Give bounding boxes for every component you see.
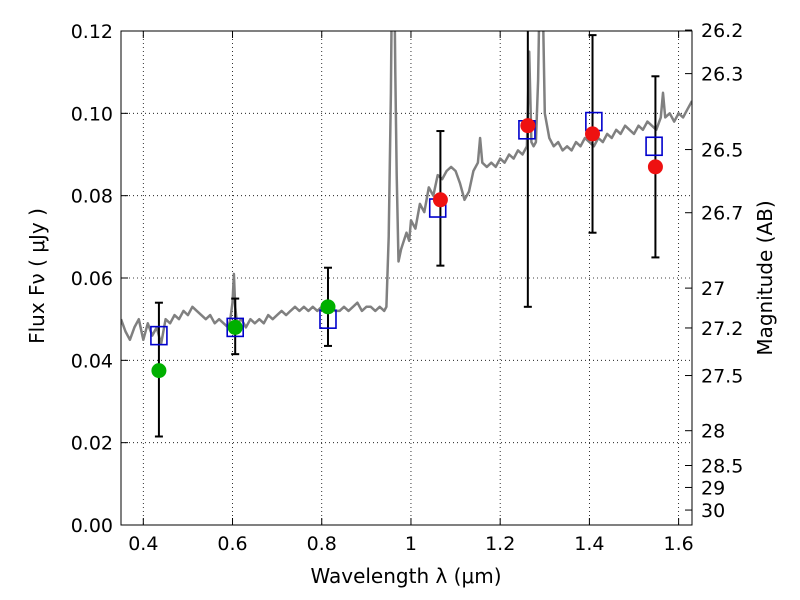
observed-photometry-point — [647, 159, 663, 175]
magnitude-tick-label: 28 — [701, 421, 725, 443]
model-spectrum-line — [121, 31, 692, 346]
plot-frame — [120, 30, 693, 526]
observed-photometry-point — [320, 299, 336, 315]
y-tick-label: 0.08 — [71, 186, 113, 208]
x-tick-label: 0.6 — [217, 533, 247, 555]
magnitude-tick-label: 29 — [701, 477, 725, 499]
model-photometry-box — [226, 317, 244, 338]
magnitude-tick-label: 28.5 — [701, 455, 743, 477]
model-photometry-markers — [150, 111, 663, 346]
y-tick-label: 0.00 — [71, 515, 113, 537]
magnitude-tick-label: 26.2 — [701, 20, 743, 42]
observed-photometry-point — [432, 192, 448, 208]
magnitude-tick-label: 30 — [701, 500, 725, 522]
x-tick-label: 0.4 — [128, 533, 158, 555]
x-tick-label: 1.6 — [664, 533, 694, 555]
y-tick-label: 0.02 — [71, 433, 113, 455]
x-axis-ticks: 0.4 0.6 0.8 1 1.2 1.4 1.6 — [128, 31, 694, 555]
observed-photometry-markers — [151, 118, 663, 379]
magnitude-tick-label: 27.5 — [701, 366, 743, 388]
y-tick-label: 0.12 — [71, 21, 113, 43]
y-axis-ticks: 0.00 0.02 0.04 0.06 0.08 0.10 0.12 — [71, 21, 128, 537]
observed-photometry-point — [520, 118, 536, 134]
x-tick-label: 0.8 — [307, 533, 337, 555]
y-tick-label: 0.10 — [71, 103, 113, 125]
magnitude-axis-label: Magnitude (AB) — [753, 200, 777, 355]
x-tick-label: 1.2 — [485, 533, 515, 555]
observed-photometry-point — [227, 319, 243, 335]
magnitude-tick-label: 27.2 — [701, 318, 743, 340]
y-tick-label: 0.06 — [71, 268, 113, 290]
model-photometry-box — [645, 136, 663, 157]
x-tick-label: 1.4 — [574, 533, 604, 555]
magnitude-tick-label: 27 — [701, 278, 725, 300]
observed-photometry-point — [151, 363, 167, 379]
y-tick-label: 0.04 — [71, 350, 113, 372]
y-axis-label: Flux Fν ( μJy ) — [25, 208, 49, 344]
magnitude-tick-label: 26.5 — [701, 140, 743, 162]
x-tick-label: 1 — [405, 533, 417, 555]
magnitude-tick-label: 26.3 — [701, 64, 743, 86]
grid-lines — [121, 31, 692, 525]
magnitude-tick-label: 26.7 — [701, 203, 743, 225]
x-axis-label: Wavelength λ (μm) — [310, 564, 501, 588]
observed-photometry-point — [585, 126, 601, 142]
model-photometry-box — [150, 325, 168, 346]
